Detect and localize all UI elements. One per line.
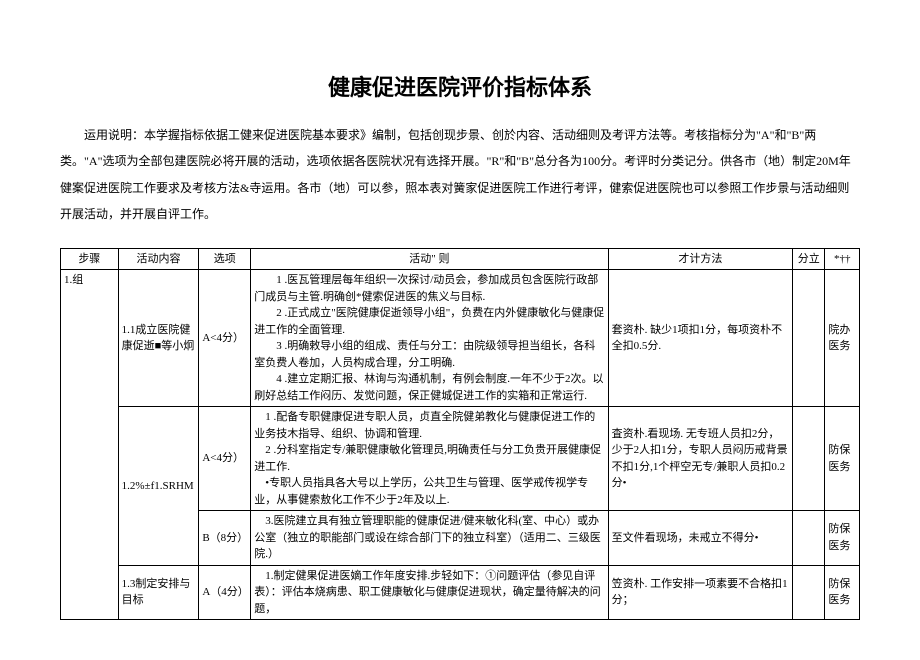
page-title: 健康促进医院评价指标体系 xyxy=(60,70,860,102)
table-header-row: 步骤 活动内容 选项 活动" 则 才计方法 分立 *†† xyxy=(61,248,860,270)
intro-paragraph: 运用说明：本学握指标依据工健来促进医院基本要求》编制，包括创现步景、创於内容、活… xyxy=(60,122,860,228)
cell-option: B（8分） xyxy=(199,511,251,566)
cell-method: 笠资朴. 工作安排一项素要不合格扣1分； xyxy=(608,565,792,620)
cell-step: 1.组 xyxy=(61,270,119,620)
cell-rule: 3.医院建立具有独立管理职能的健康促进/健来敏化科(室、中心）或办公室（独立的职… xyxy=(251,511,608,566)
table-row: 1.3制定安排与目标 A（4分） 1.制定健果促进医嫡工作年度安排.步轻如下：①… xyxy=(61,565,860,620)
cell-mark: 防保医务 xyxy=(825,407,860,511)
header-mark: *†† xyxy=(825,248,860,270)
header-rule: 活动" 则 xyxy=(251,248,608,270)
table-row: 1.2%±f1.SRHM A<4分） 1 .配备专职健康促进专职人员，贞直全院健… xyxy=(61,407,860,511)
cell-method: 套资朴. 缺少1项扣1分，每项资朴不全扣0.5分. xyxy=(608,270,792,407)
cell-score xyxy=(793,407,825,511)
cell-activity: 1.2%±f1.SRHM xyxy=(118,407,199,566)
cell-option: A<4分） xyxy=(199,407,251,511)
cell-method: 査资朴.看现场. 无专班人员扣2分，少于2人扣1分，专职人员闷历戒背景不扣1分,… xyxy=(608,407,792,511)
cell-rule: 1 .配备专职健康促进专职人员，贞直全院健弟教化与健康促进工作的业务技木指导、组… xyxy=(251,407,608,511)
cell-score xyxy=(793,565,825,620)
header-option: 选项 xyxy=(199,248,251,270)
cell-method: 至文件看现场，未戒立不得分• xyxy=(608,511,792,566)
cell-activity: 1.3制定安排与目标 xyxy=(118,565,199,620)
cell-option: A<4分） xyxy=(199,270,251,407)
cell-mark: 防保医务 xyxy=(825,511,860,566)
cell-score xyxy=(793,511,825,566)
header-method: 才计方法 xyxy=(608,248,792,270)
header-step: 步骤 xyxy=(61,248,119,270)
cell-activity: 1.1成立医院健康促逝■等小炯 xyxy=(118,270,199,407)
cell-mark: 防保医务 xyxy=(825,565,860,620)
header-score: 分立 xyxy=(793,248,825,270)
cell-score xyxy=(793,270,825,407)
evaluation-table: 步骤 活动内容 选项 活动" 则 才计方法 分立 *†† 1.组 1.1成立医院… xyxy=(60,248,860,621)
cell-option: A（4分） xyxy=(199,565,251,620)
cell-rule: 1.制定健果促进医嫡工作年度安排.步轻如下：①问题评估（参见自评表）：评估本烧病… xyxy=(251,565,608,620)
header-activity: 活动内容 xyxy=(118,248,199,270)
table-row: 1.组 1.1成立医院健康促逝■等小炯 A<4分） 1 .医瓦管理层每年组织一次… xyxy=(61,270,860,407)
cell-rule: 1 .医瓦管理层每年组织一次探讨/动员会，参加成员包含医院行政部门成员与主管.明… xyxy=(251,270,608,407)
cell-mark: 院办医务 xyxy=(825,270,860,407)
